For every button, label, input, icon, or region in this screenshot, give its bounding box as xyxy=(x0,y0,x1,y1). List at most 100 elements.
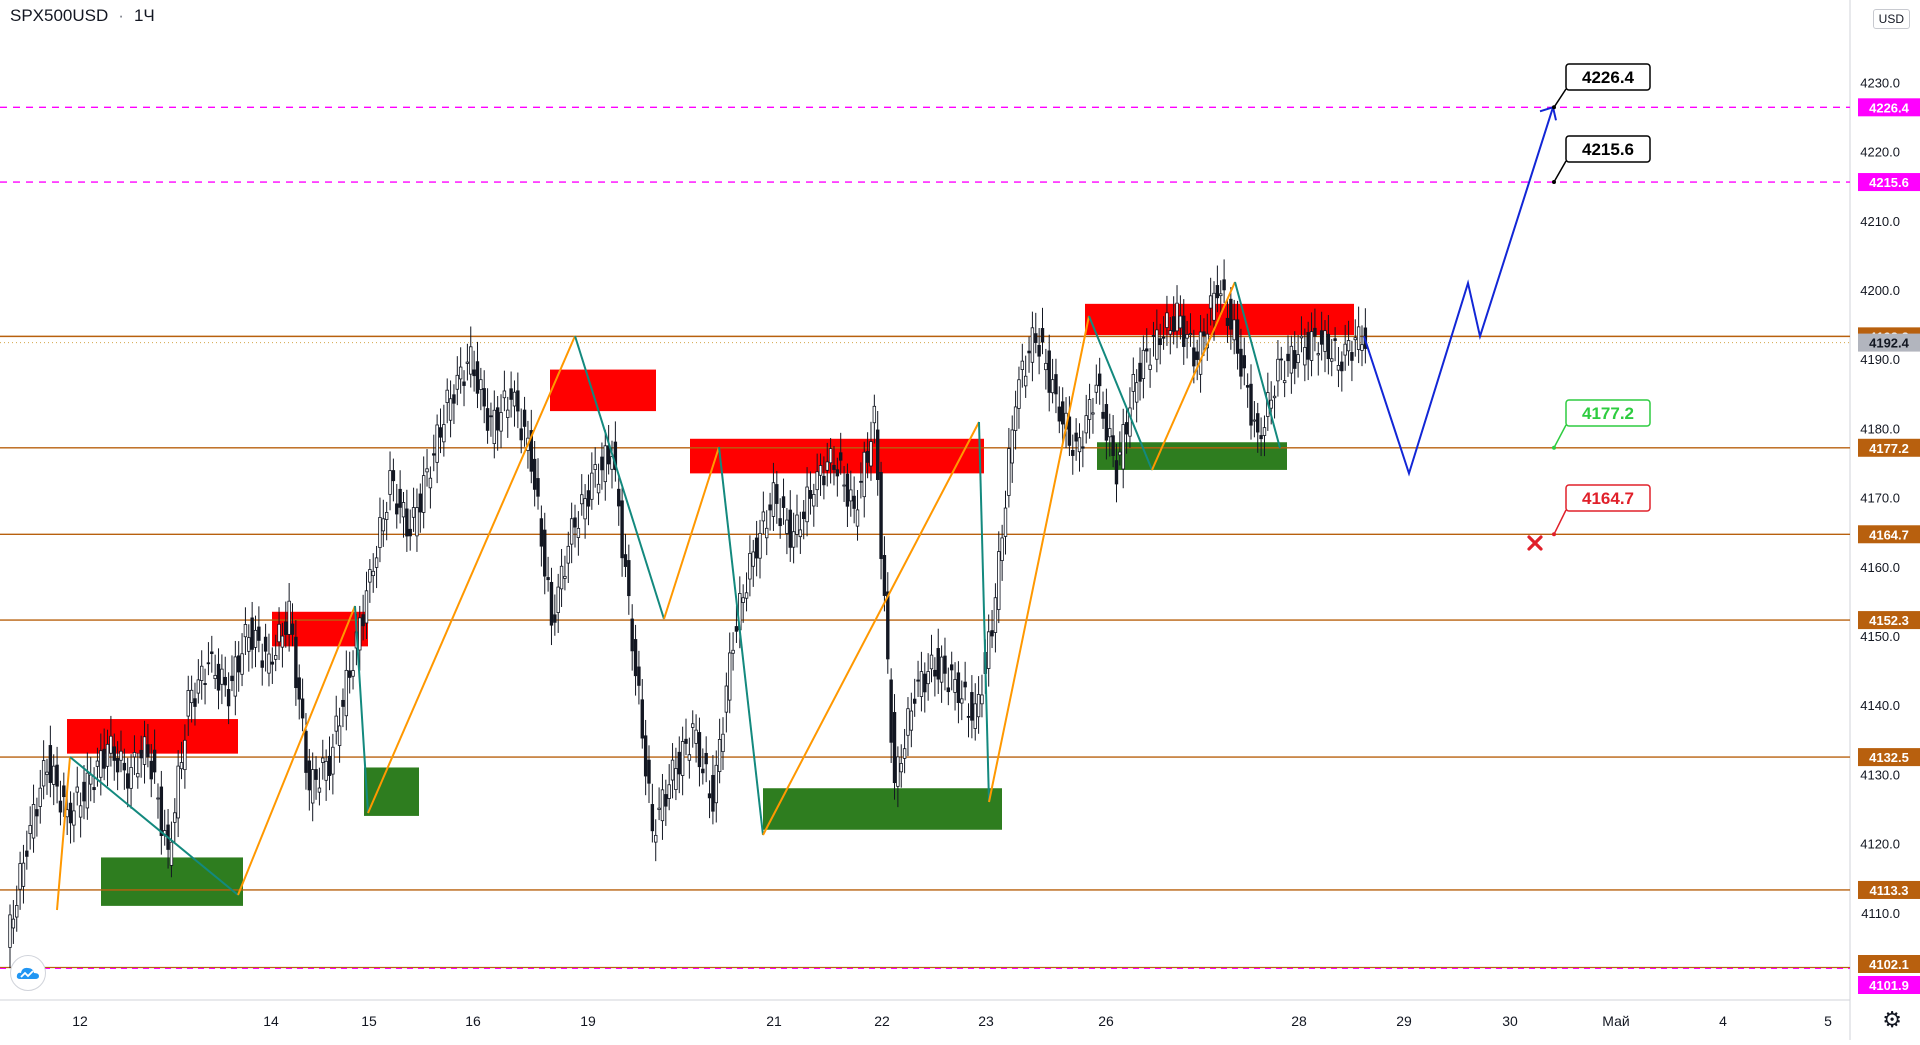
candle-body xyxy=(845,473,850,507)
candle-body xyxy=(458,366,463,380)
symbol-header[interactable]: SPX500USD · 1Ч xyxy=(10,6,155,26)
candle-body xyxy=(714,764,718,804)
candle-body xyxy=(257,626,261,641)
candle-body xyxy=(284,621,288,635)
candle-body xyxy=(613,441,618,471)
demand-zone xyxy=(364,767,419,816)
candle-body xyxy=(1272,395,1277,399)
candle-body xyxy=(1319,330,1324,345)
candle-body xyxy=(152,749,157,773)
candle-body xyxy=(1289,345,1294,374)
candle-body xyxy=(1249,383,1253,426)
candle-body xyxy=(872,405,877,424)
callout-pointer xyxy=(1553,424,1567,449)
candle-body xyxy=(1007,448,1011,496)
candle-body xyxy=(183,739,187,771)
candle-body xyxy=(960,698,964,704)
candle-body xyxy=(368,569,372,583)
candle-body xyxy=(1242,355,1246,369)
candle-body xyxy=(640,699,644,739)
candle-body xyxy=(290,623,295,635)
candle-body xyxy=(358,617,362,651)
symbol-name[interactable]: SPX500USD xyxy=(10,6,109,25)
candle-body xyxy=(754,537,759,559)
candle-body xyxy=(1313,327,1317,337)
candle-body xyxy=(1084,415,1088,434)
target-price-label-bg xyxy=(1858,98,1920,117)
candle-body xyxy=(855,509,860,527)
candle-body xyxy=(485,408,490,431)
zigzag-up-leg xyxy=(1151,281,1236,471)
candle-body xyxy=(314,769,318,780)
candle-body xyxy=(179,762,184,770)
candle-body xyxy=(381,518,386,532)
candle-body xyxy=(374,557,379,568)
candle-body xyxy=(58,800,63,813)
candle-body xyxy=(583,498,587,520)
price-callout-label: 4177.2 xyxy=(1582,404,1634,423)
candle-body xyxy=(462,381,466,386)
zigzag-down-leg xyxy=(718,446,764,836)
candle-body xyxy=(247,637,251,652)
candle-body xyxy=(364,590,369,624)
candle-body xyxy=(220,668,224,685)
candle-body xyxy=(721,733,725,753)
candle-body xyxy=(425,468,429,473)
candle-body xyxy=(1330,358,1334,362)
candle-body xyxy=(236,655,241,673)
candle-body xyxy=(680,741,685,776)
target-price-label: 4226.4 xyxy=(1869,100,1910,115)
time-tick-label: Май xyxy=(1602,1013,1629,1029)
candle-body xyxy=(89,774,93,785)
candle-body xyxy=(85,772,90,809)
candle-body xyxy=(186,690,190,717)
candle-body xyxy=(334,715,338,732)
candle-body xyxy=(344,669,349,717)
level-price-label-bg xyxy=(1858,438,1920,457)
candle-body xyxy=(1340,361,1344,372)
candle-body xyxy=(1128,407,1132,437)
candle-body xyxy=(711,775,715,812)
candle-body xyxy=(230,675,234,682)
candle-body xyxy=(15,905,19,918)
candle-body xyxy=(1175,302,1179,332)
currency-button[interactable]: USD xyxy=(1872,9,1910,29)
price-tick-label: 4220.0 xyxy=(1860,145,1900,160)
candle-body xyxy=(516,390,520,412)
separator-dot: · xyxy=(118,6,124,25)
candle-body xyxy=(1222,279,1226,291)
candle-body xyxy=(1101,411,1105,419)
gear-icon[interactable]: ⚙ xyxy=(1882,1007,1902,1032)
tradingview-cloud-logo-icon[interactable] xyxy=(10,955,46,991)
candle-body xyxy=(48,745,53,783)
candle-body xyxy=(213,674,217,679)
candle-body xyxy=(765,527,769,539)
candle-body xyxy=(105,743,110,767)
candle-body xyxy=(1030,327,1035,363)
time-tick-label: 16 xyxy=(465,1013,481,1029)
candle-body xyxy=(576,527,581,538)
candle-body xyxy=(775,484,779,504)
interval-label[interactable]: 1Ч xyxy=(133,6,155,25)
candle-body xyxy=(78,805,83,818)
candle-body xyxy=(445,389,449,403)
candle-body xyxy=(1155,329,1159,360)
candle-body xyxy=(1003,507,1008,537)
target-price-label: 4215.6 xyxy=(1869,175,1909,190)
time-tick-label: 28 xyxy=(1291,1013,1307,1029)
candle-body xyxy=(8,914,12,948)
candle-body xyxy=(990,630,994,637)
red-x-stop-marker-icon xyxy=(1527,535,1543,551)
candle-body xyxy=(946,687,951,693)
candle-body xyxy=(522,409,527,427)
zigzag-up-leg xyxy=(762,421,980,836)
price-tick-label: 4190.0 xyxy=(1860,352,1900,367)
candle-body xyxy=(798,529,803,538)
candle-body xyxy=(442,424,446,443)
candle-body xyxy=(1343,343,1347,356)
candle-body xyxy=(627,560,631,597)
candle-body xyxy=(1346,340,1351,352)
candle-body xyxy=(324,760,328,781)
